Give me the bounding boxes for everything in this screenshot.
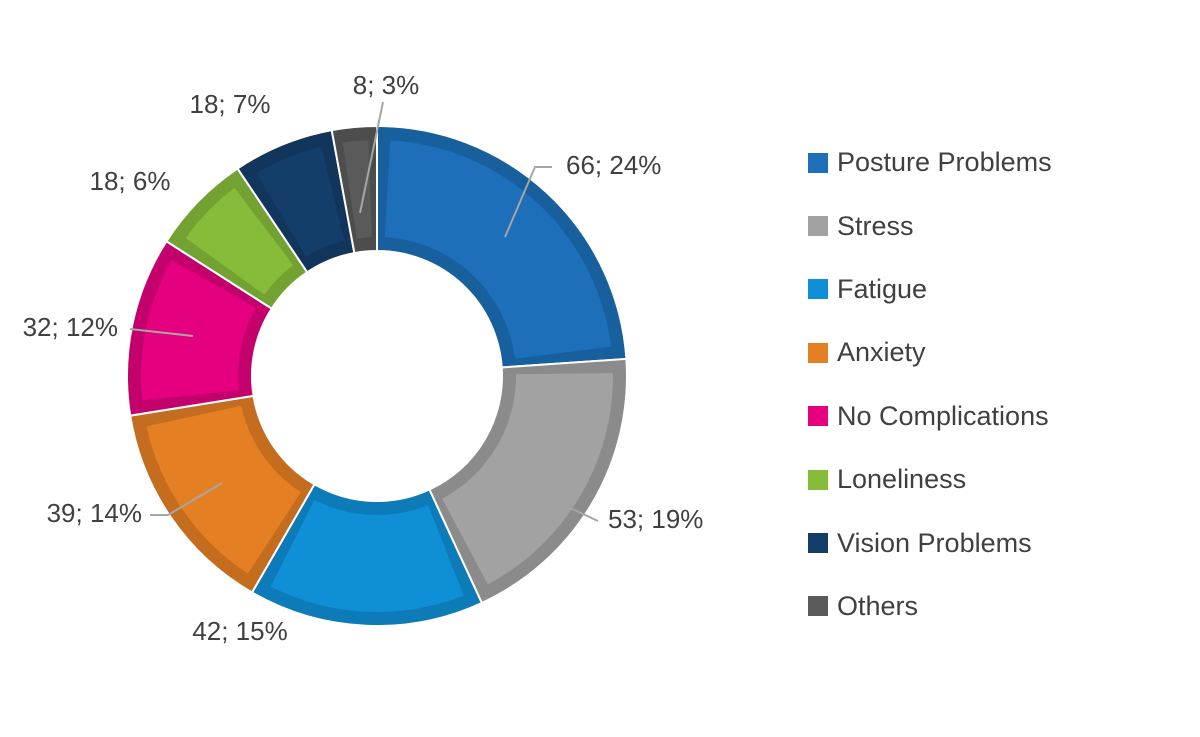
legend-item-loneliness: Loneliness — [808, 448, 1052, 511]
legend-item-stress: Stress — [808, 194, 1052, 257]
data-label-no-complications: 32; 12% — [23, 312, 118, 342]
slice-face-loneliness — [185, 187, 294, 295]
data-label-stress: 53; 19% — [608, 504, 703, 534]
legend-item-anxiety: Anxiety — [808, 321, 1052, 384]
slice-face-vision-problems — [256, 146, 345, 257]
data-label-fatigue: 42; 15% — [192, 616, 287, 646]
data-label-loneliness: 18; 6% — [90, 166, 171, 196]
slice-face-others — [342, 140, 372, 239]
legend-label-others: Others — [837, 590, 919, 621]
doughnut-chart: 66; 24% 53; 19% 42; 15% 39; 14% 32; 12% 18; 6… — [23, 70, 704, 646]
slice-face-posture-problems — [384, 140, 612, 359]
legend-label-no-complications: No Complications — [837, 400, 1049, 431]
data-label-vision-problems: 18; 7% — [190, 89, 271, 119]
chart-legend: Posture Problems Stress Fatigue Anxiety No C… — [808, 131, 1052, 638]
legend-item-others: Others — [808, 575, 1052, 638]
legend-label-vision-problems: Vision Problems — [837, 527, 1032, 558]
data-label-anxiety: 39; 14% — [47, 498, 142, 528]
legend-item-no-complications: No Complications — [808, 385, 1052, 448]
legend-swatch-vision-problems — [808, 533, 828, 554]
leader-line-stress — [569, 507, 599, 522]
legend-swatch-stress — [808, 216, 828, 237]
legend-swatch-fatigue — [808, 279, 828, 300]
slice-face-no-complications — [141, 260, 256, 401]
leader-line-no-complications — [129, 328, 194, 337]
legend-swatch-no-complications — [808, 406, 828, 427]
data-label-posture-problems: 66; 24% — [566, 150, 661, 180]
data-label-others: 8; 3% — [353, 70, 420, 100]
legend-label-posture-problems: Posture Problems — [837, 147, 1052, 178]
legend-label-fatigue: Fatigue — [837, 273, 928, 304]
legend-swatch-others — [808, 596, 828, 617]
legend-swatch-posture-problems — [808, 152, 828, 173]
legend-swatch-loneliness — [808, 469, 828, 490]
legend-swatch-anxiety — [808, 342, 828, 363]
leader-line-anxiety — [150, 482, 223, 516]
leader-line-others — [359, 101, 384, 214]
legend-item-posture-problems: Posture Problems — [808, 131, 1052, 194]
legend-label-stress: Stress — [837, 210, 914, 241]
legend-label-anxiety: Anxiety — [837, 337, 926, 368]
legend-item-vision-problems: Vision Problems — [808, 511, 1052, 574]
slice-face-stress — [442, 373, 614, 585]
legend-label-loneliness: Loneliness — [837, 464, 967, 495]
slice-face-fatigue — [270, 500, 464, 612]
legend-item-fatigue: Fatigue — [808, 258, 1052, 321]
leader-line-posture-problems — [504, 166, 552, 238]
slice-face-anxiety — [146, 405, 301, 574]
